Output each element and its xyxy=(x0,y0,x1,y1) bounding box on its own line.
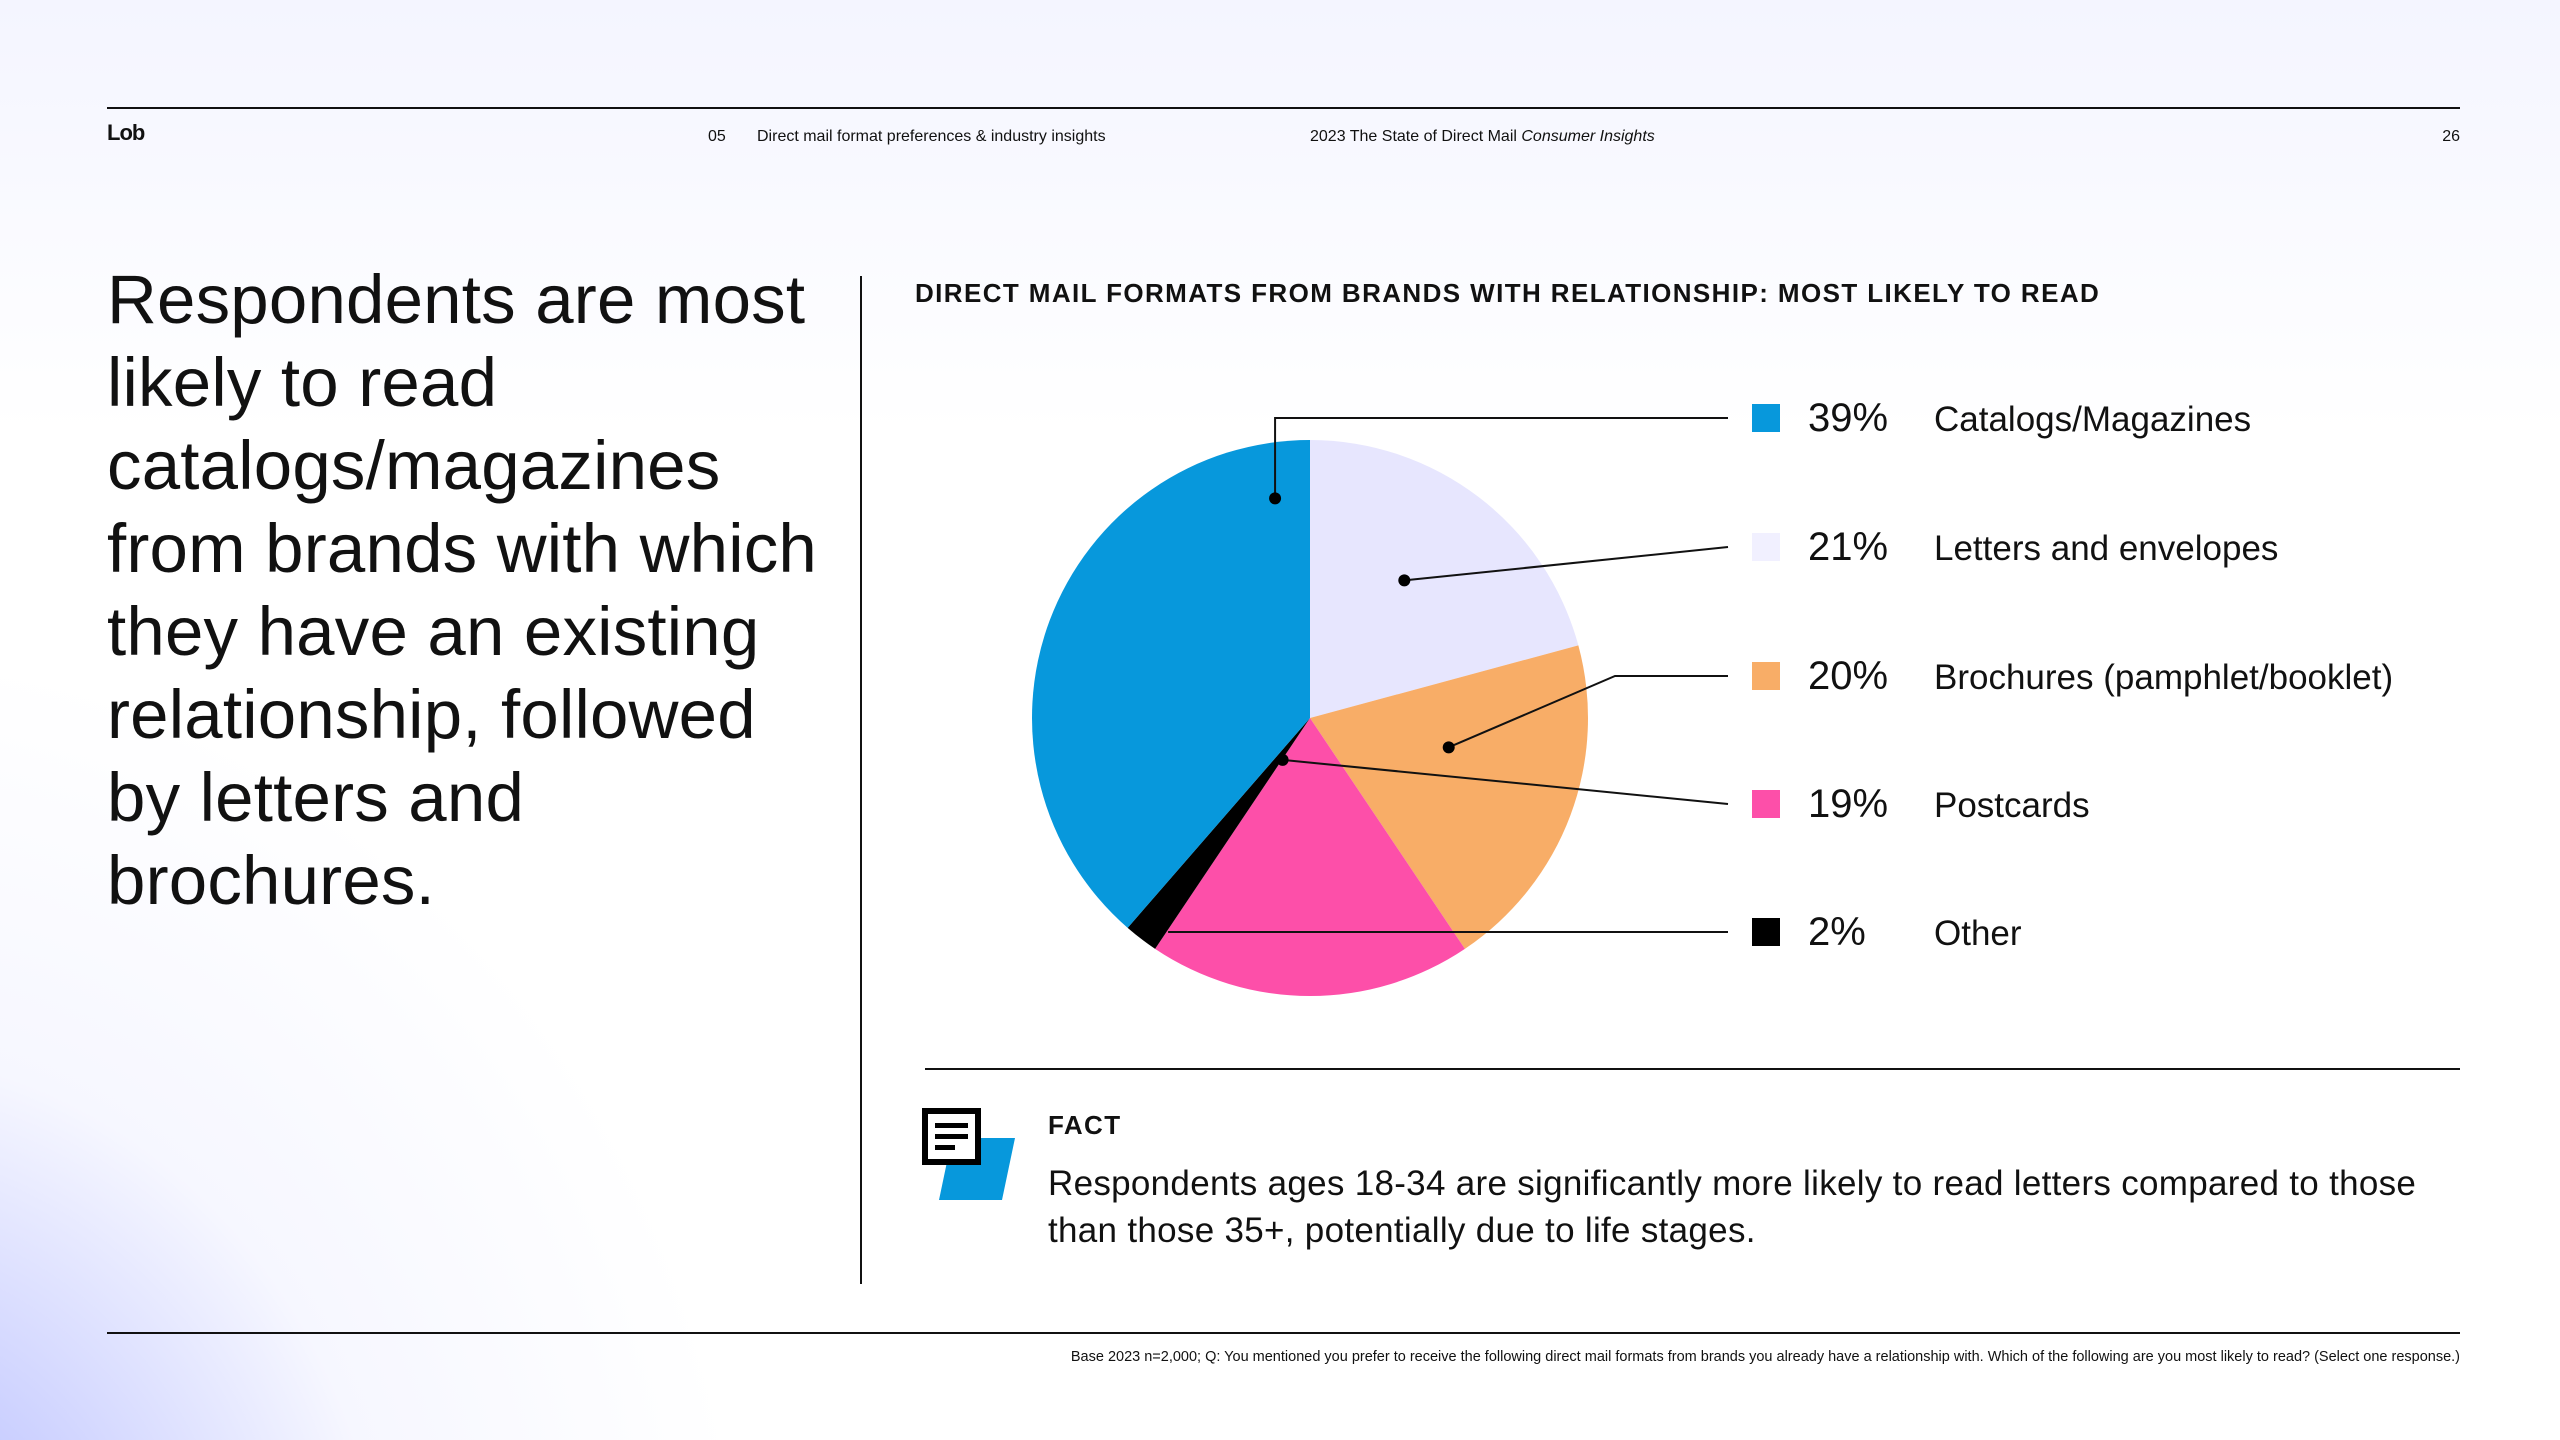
report-subtitle: Consumer Insights xyxy=(1521,128,1655,145)
pie-slice-postcards xyxy=(1155,718,1465,996)
legend-swatch-other xyxy=(1752,918,1780,946)
leader-line-postcards xyxy=(1276,753,1729,805)
pie-slice-brochures xyxy=(1310,645,1588,949)
section-number: 05 xyxy=(708,128,726,145)
legend-item-brochures: 20% Brochures (pamphlet/booklet) xyxy=(1752,645,2452,705)
header-rule xyxy=(107,107,2460,109)
leader-line-brochures xyxy=(1442,675,1728,754)
legend-value-letters: 21% xyxy=(1808,525,1889,569)
legend-label-catalogs: Catalogs/Magazines xyxy=(1934,400,2252,439)
leader-line-catalogs xyxy=(1269,417,1728,505)
legend-label-postcards: Postcards xyxy=(1934,786,2090,825)
section-name: Direct mail format preferences & industr… xyxy=(757,128,1106,145)
lob-logo[interactable]: Lob xyxy=(107,120,145,145)
footnote: Base 2023 n=2,000; Q: You mentioned you … xyxy=(1070,1349,2460,1365)
legend-item-catalogs: 39% Catalogs/Magazines xyxy=(1752,387,2452,447)
footer-rule xyxy=(107,1332,2460,1334)
leader-line-letters xyxy=(1398,546,1729,587)
legend-swatch-catalogs xyxy=(1752,404,1780,432)
report-title-main: 2023 The State of Direct Mail xyxy=(1310,128,1517,145)
pie-slice-letters xyxy=(1310,440,1579,718)
legend-item-letters: 21% Letters and envelopes xyxy=(1752,516,2452,576)
legend-swatch-postcards xyxy=(1752,790,1780,818)
legend-value-brochures: 20% xyxy=(1808,654,1889,698)
page-number: 26 xyxy=(2442,128,2460,145)
legend-label-letters: Letters and envelopes xyxy=(1934,529,2279,568)
fact-title: FACT xyxy=(1048,1110,1122,1140)
legend-swatch-letters xyxy=(1752,533,1780,561)
legend-swatch-brochures xyxy=(1752,662,1780,690)
fact-text: Respondents ages 18-34 are significantly… xyxy=(1048,1164,2417,1250)
document-icon xyxy=(922,1108,1015,1200)
legend-value-other: 2% xyxy=(1808,910,1866,954)
pie-slice-catalogs xyxy=(1032,440,1310,928)
legend-label-other: Other xyxy=(1934,914,2022,953)
legend-value-catalogs: 39% xyxy=(1808,396,1889,440)
fact-divider xyxy=(925,1068,2460,1070)
legend-item-postcards: 19% Postcards xyxy=(1752,773,2452,833)
chart-title: DIRECT MAIL FORMATS FROM BRANDS WITH REL… xyxy=(915,278,2101,308)
report-title: 2023 The State of Direct Mail Consumer I… xyxy=(1310,128,1655,146)
headline: Respondents are most likely to read cata… xyxy=(107,261,817,919)
legend-value-postcards: 19% xyxy=(1808,782,1889,826)
legend-item-other: 2% Other xyxy=(1752,901,2452,961)
vertical-divider xyxy=(860,276,862,1284)
pie-slice-other xyxy=(1127,718,1310,949)
legend-label-brochures: Brochures (pamphlet/booklet) xyxy=(1934,658,2394,697)
